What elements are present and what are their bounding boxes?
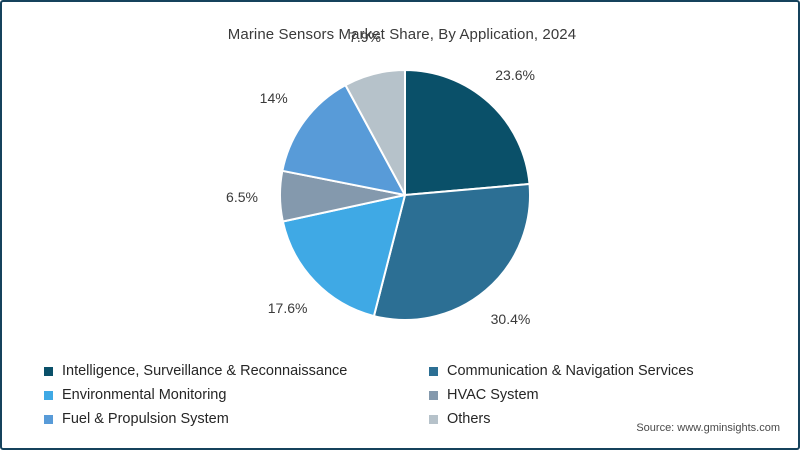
pie-slice[interactable] bbox=[372, 183, 531, 321]
legend-item-environmental-monitoring[interactable]: Environmental Monitoring bbox=[44, 386, 226, 404]
legend-swatch-icon bbox=[44, 390, 53, 400]
pie-slice-label: 17.6% bbox=[267, 300, 308, 317]
pie-slice-label: 23.6% bbox=[495, 66, 535, 83]
legend-item-hvac-system[interactable]: HVAC System bbox=[429, 386, 539, 404]
legend-item-intelligence-surveillance-reconnaissance[interactable]: Intelligence, Surveillance & Reconnaissa… bbox=[44, 362, 347, 380]
pie-chart-svg bbox=[279, 69, 531, 321]
legend-item-others[interactable]: Others bbox=[429, 410, 491, 428]
pie-slice[interactable] bbox=[404, 69, 531, 196]
legend-swatch-icon bbox=[429, 366, 438, 376]
legend-label: Others bbox=[447, 411, 491, 427]
pie-chart: 23.6% 30.4% 17.6% 6.5% 14% 7.9% bbox=[2, 29, 798, 340]
pie-slice-label: 14% bbox=[259, 90, 288, 107]
legend-item-communication-navigation-services[interactable]: Communication & Navigation Services bbox=[429, 362, 694, 380]
legend-swatch-icon bbox=[429, 414, 438, 424]
legend-swatch-icon bbox=[44, 414, 53, 424]
legend-label: HVAC System bbox=[447, 387, 539, 403]
legend-label: Intelligence, Surveillance & Reconnaissa… bbox=[62, 363, 348, 379]
pie-slice[interactable] bbox=[281, 194, 406, 318]
legend-swatch-icon bbox=[44, 366, 53, 376]
legend-swatch-icon bbox=[429, 390, 438, 400]
pie-slice-label: 30.4% bbox=[490, 311, 531, 328]
pie-slice-label: 7.9% bbox=[349, 29, 381, 45]
chart-title: Marine Sensors Market Share, By Applicat… bbox=[227, 26, 577, 43]
legend-item-fuel-propulsion-system[interactable]: Fuel & Propulsion System bbox=[44, 410, 229, 428]
legend-label: Fuel & Propulsion System bbox=[62, 411, 229, 427]
legend-label: Communication & Navigation Services bbox=[447, 363, 694, 379]
legend-label: Environmental Monitoring bbox=[62, 387, 227, 403]
pie-slice-group bbox=[279, 69, 531, 321]
chart-legend: Intelligence, Surveillance & Reconnaissa… bbox=[42, 362, 762, 434]
source-note: Source: www.gminsights.com bbox=[636, 422, 780, 434]
pie-slice[interactable] bbox=[344, 69, 406, 196]
pie-slice[interactable] bbox=[281, 84, 406, 196]
pie-slice-label: 6.5% bbox=[226, 188, 258, 205]
